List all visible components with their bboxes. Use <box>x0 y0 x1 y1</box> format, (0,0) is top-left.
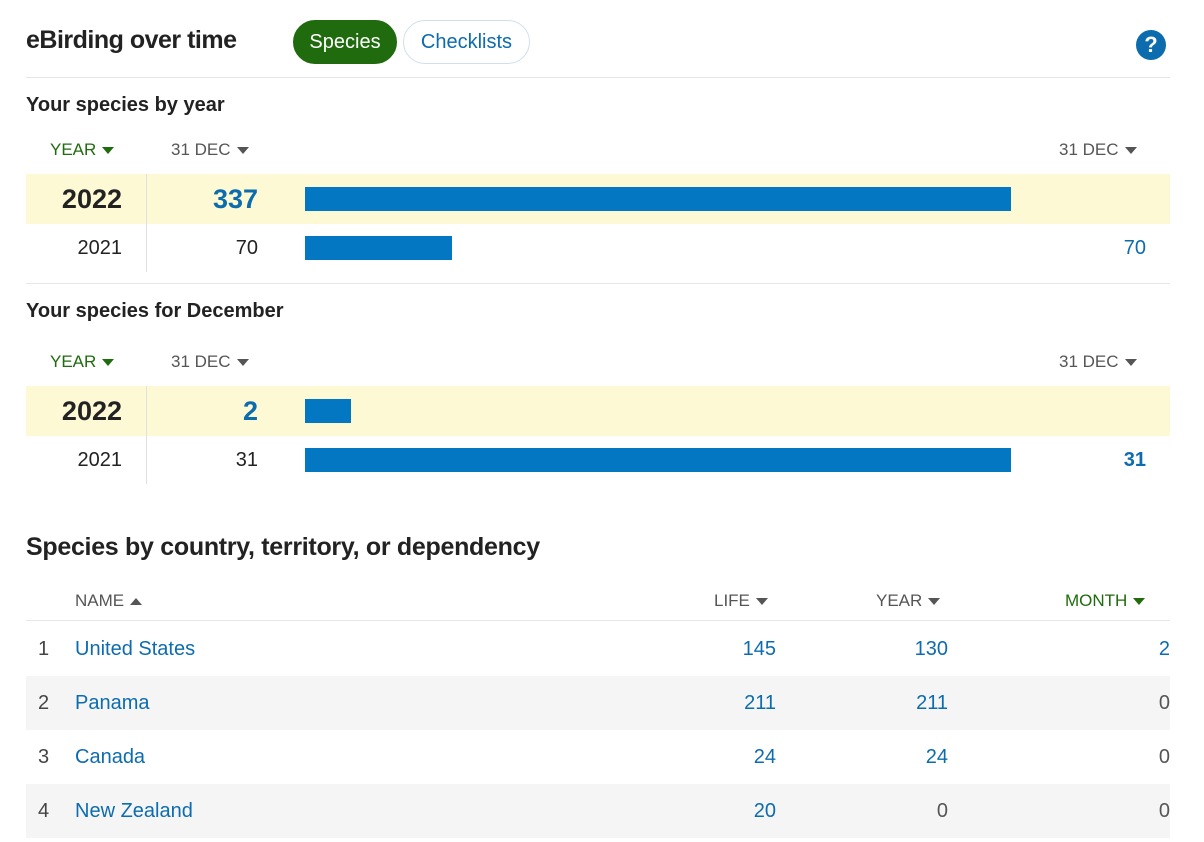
table-row: 4 New Zealand 20 0 0 <box>26 784 1170 838</box>
month-column-header[interactable]: MONTH <box>1065 591 1146 611</box>
row-species-count[interactable]: 337 <box>212 184 258 214</box>
month-count: 0 <box>1158 800 1170 822</box>
column-divider <box>146 174 147 272</box>
section-divider <box>26 283 1170 284</box>
species-bar <box>305 448 1011 472</box>
row-species-count: 70 <box>235 237 258 259</box>
row-rank: 3 <box>38 746 50 768</box>
year-row[interactable]: 2021 70 70 <box>26 224 1170 272</box>
life-count[interactable]: 20 <box>753 800 776 822</box>
sort-up-icon <box>130 598 143 606</box>
species-bar <box>305 236 452 260</box>
chevron-down-icon <box>928 598 941 606</box>
row-year: 2022 <box>61 184 122 214</box>
row-year: 2021 <box>77 449 123 471</box>
row-rank: 1 <box>38 638 50 660</box>
chevron-down-icon <box>755 598 768 606</box>
species-bar <box>305 399 351 423</box>
name-column-header[interactable]: NAME <box>75 591 143 611</box>
chevron-down-icon <box>1124 147 1137 155</box>
year-row[interactable]: 2022 337 <box>26 174 1170 224</box>
date-column-header[interactable]: 31 DEC <box>171 352 249 372</box>
help-icon[interactable]: ? <box>1136 30 1166 60</box>
row-end-count[interactable]: 31 <box>1123 449 1146 471</box>
month-count: 0 <box>1158 746 1170 768</box>
year-count[interactable]: 130 <box>914 638 948 660</box>
row-species-count[interactable]: 2 <box>242 396 258 426</box>
life-count[interactable]: 211 <box>744 692 776 714</box>
row-rank: 4 <box>38 800 50 822</box>
year-column-header[interactable]: YEAR <box>876 591 941 611</box>
row-rank: 2 <box>38 692 50 714</box>
sort-down-icon <box>1133 598 1146 606</box>
tab-checklists[interactable]: Checklists <box>403 20 530 64</box>
chevron-down-icon <box>236 359 249 367</box>
date-column-header[interactable]: 31 DEC <box>171 140 249 160</box>
row-year: 2021 <box>77 237 123 259</box>
country-link[interactable]: Canada <box>75 746 146 768</box>
date-column-header-right[interactable]: 31 DEC <box>1059 352 1137 372</box>
year-count[interactable]: 211 <box>916 692 948 714</box>
country-link[interactable]: Panama <box>75 692 150 714</box>
country-link[interactable]: United States <box>75 638 196 660</box>
country-link[interactable]: New Zealand <box>75 800 193 822</box>
species-for-month-title: Your species for December <box>26 300 284 322</box>
row-end-count[interactable]: 70 <box>1123 237 1146 259</box>
year-column-header[interactable]: YEAR <box>50 140 115 160</box>
species-bar <box>305 187 1011 211</box>
row-year: 2022 <box>61 396 122 426</box>
countries-title: Species by country, territory, or depend… <box>26 533 540 561</box>
table-header-divider <box>26 620 1170 621</box>
year-row[interactable]: 2022 2 <box>26 386 1170 436</box>
species-by-year-title: Your species by year <box>26 94 225 116</box>
tab-species[interactable]: Species <box>293 20 397 64</box>
page-title: eBirding over time <box>26 26 237 54</box>
life-count[interactable]: 145 <box>742 638 776 660</box>
month-count[interactable]: 2 <box>1158 638 1170 660</box>
column-divider <box>146 386 147 484</box>
table-row: 1 United States 145 130 2 <box>26 622 1170 676</box>
chevron-down-icon <box>1124 359 1137 367</box>
chevron-down-icon <box>236 147 249 155</box>
date-column-header-right[interactable]: 31 DEC <box>1059 140 1137 160</box>
sort-down-icon <box>102 147 115 155</box>
life-column-header[interactable]: LIFE <box>714 591 768 611</box>
sort-down-icon <box>102 359 115 367</box>
table-row: 2 Panama 211 211 0 <box>26 676 1170 730</box>
year-column-header[interactable]: YEAR <box>50 352 115 372</box>
year-count: 0 <box>936 800 948 822</box>
life-count[interactable]: 24 <box>753 746 776 768</box>
row-species-count: 31 <box>235 449 258 471</box>
table-row: 3 Canada 24 24 0 <box>26 730 1170 784</box>
year-row[interactable]: 2021 31 31 <box>26 436 1170 484</box>
month-count: 0 <box>1158 692 1170 714</box>
year-count[interactable]: 24 <box>925 746 948 768</box>
page-header: eBirding over time Species Checklists ? <box>26 18 1170 78</box>
